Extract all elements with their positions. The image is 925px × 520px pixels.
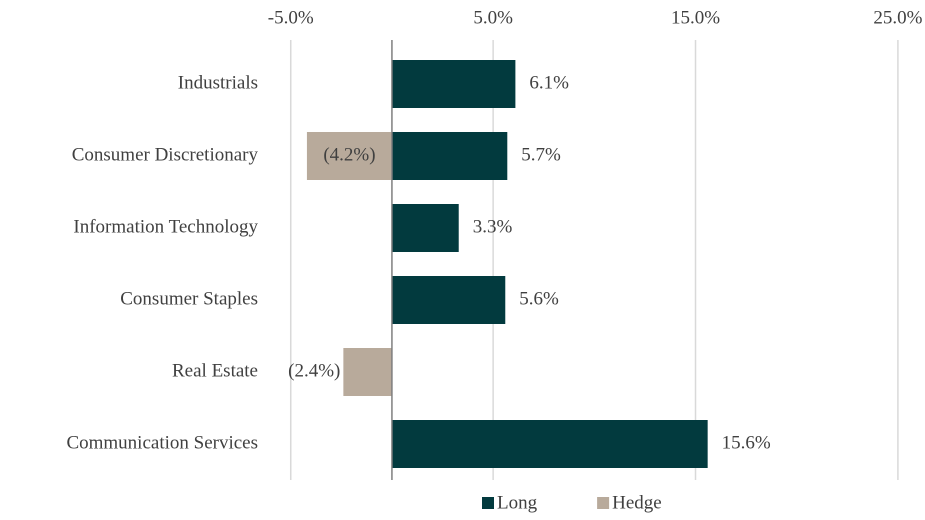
- legend-label: Long: [497, 492, 538, 513]
- y-tick-label: Information Technology: [73, 216, 258, 237]
- bar: [391, 204, 459, 252]
- data-label: 3.3%: [473, 216, 513, 237]
- x-tick-label: 5.0%: [473, 7, 513, 28]
- legend-label: Hedge: [612, 492, 662, 513]
- data-label: 5.6%: [519, 288, 559, 309]
- data-label: 6.1%: [529, 72, 569, 93]
- y-tick-label: Consumer Staples: [120, 288, 258, 309]
- bar: [306, 132, 392, 180]
- data-label: (2.4%): [288, 360, 340, 381]
- data-label: 15.6%: [722, 432, 771, 453]
- y-tick-label: Industrials: [178, 72, 258, 93]
- bar: [391, 276, 506, 324]
- bar: [391, 60, 516, 108]
- bar: [343, 348, 392, 396]
- data-label: (4.2%): [323, 144, 375, 165]
- data-label: 5.7%: [521, 144, 561, 165]
- x-tick-label: 15.0%: [671, 7, 720, 28]
- bar: [391, 420, 708, 468]
- x-tick-label: 25.0%: [873, 7, 922, 28]
- y-tick-label: Real Estate: [172, 360, 258, 381]
- y-tick-label: Communication Services: [66, 432, 258, 453]
- y-tick-label: Consumer Discretionary: [72, 144, 259, 165]
- legend-swatch: [597, 497, 610, 509]
- x-tick-label: -5.0%: [268, 7, 314, 28]
- legend-swatch: [482, 497, 494, 509]
- bar: [391, 132, 508, 180]
